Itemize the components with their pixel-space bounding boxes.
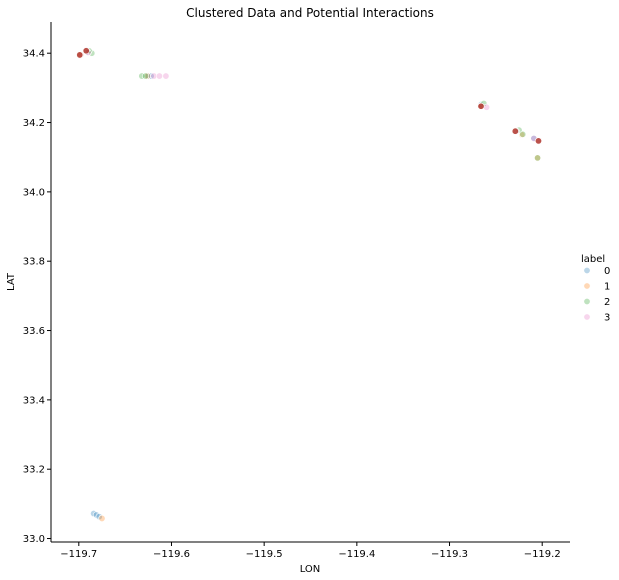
data-point-series-overlap bbox=[477, 102, 485, 110]
x-tick-label: −119.5 bbox=[246, 549, 283, 560]
x-tick-label: −119.2 bbox=[524, 549, 561, 560]
chart-title: Clustered Data and Potential Interaction… bbox=[186, 6, 434, 20]
legend-label-0: 0 bbox=[604, 266, 610, 277]
y-tick-label: 33.0 bbox=[23, 534, 45, 545]
legend-marker-2 bbox=[583, 297, 591, 305]
y-tick-label: 34.0 bbox=[23, 187, 45, 198]
x-tick-label: −119.6 bbox=[153, 549, 190, 560]
scatter-points bbox=[76, 46, 542, 522]
y-tick-label: 34.2 bbox=[23, 118, 45, 129]
y-tick-label: 34.4 bbox=[23, 49, 45, 60]
plot-area bbox=[50, 22, 570, 543]
y-tick-label: 33.6 bbox=[23, 326, 45, 337]
x-tick-label: −119.4 bbox=[338, 549, 375, 560]
data-point-series-3 bbox=[150, 72, 158, 80]
y-tick-label: 33.4 bbox=[23, 395, 45, 406]
legend-label-3: 3 bbox=[604, 313, 610, 324]
y-tick-label: 33.8 bbox=[23, 257, 45, 268]
data-point-series-overlap bbox=[82, 47, 90, 55]
data-point-series-overlap bbox=[511, 127, 519, 135]
y-axis-label: LAT bbox=[6, 272, 17, 291]
legend-marker-0 bbox=[583, 266, 591, 274]
y-tick-label: 33.2 bbox=[23, 465, 45, 476]
x-tick-label: −119.3 bbox=[431, 549, 468, 560]
y-axis-ticks: 33.0 33.2 33.4 33.6 33.8 34.0 34.2 34.4 bbox=[23, 49, 51, 545]
data-point-series-overlap bbox=[76, 51, 84, 59]
legend-marker-3 bbox=[583, 313, 591, 321]
x-axis-ticks: −119.7 −119.6 −119.5 −119.4 −119.3 −119.2 bbox=[60, 542, 561, 560]
data-point-series-2 bbox=[534, 154, 542, 162]
legend-label-1: 1 bbox=[604, 282, 610, 293]
data-point-series-3 bbox=[155, 72, 163, 80]
data-point-series-3 bbox=[162, 72, 170, 80]
data-point-series-overlap bbox=[534, 137, 542, 145]
data-point-series-2 bbox=[519, 130, 527, 138]
data-point-series-2 bbox=[138, 72, 146, 80]
data-point-series-1 bbox=[98, 514, 106, 522]
legend-title: label bbox=[581, 254, 605, 265]
data-point-series-0 bbox=[147, 72, 155, 80]
data-point-series-2 bbox=[142, 72, 150, 80]
legend-marker-1 bbox=[583, 282, 591, 290]
x-tick-label: −119.7 bbox=[60, 549, 97, 560]
legend: label 0 1 2 3 bbox=[581, 254, 610, 324]
x-axis-label: LON bbox=[300, 564, 321, 575]
legend-label-2: 2 bbox=[604, 297, 610, 308]
